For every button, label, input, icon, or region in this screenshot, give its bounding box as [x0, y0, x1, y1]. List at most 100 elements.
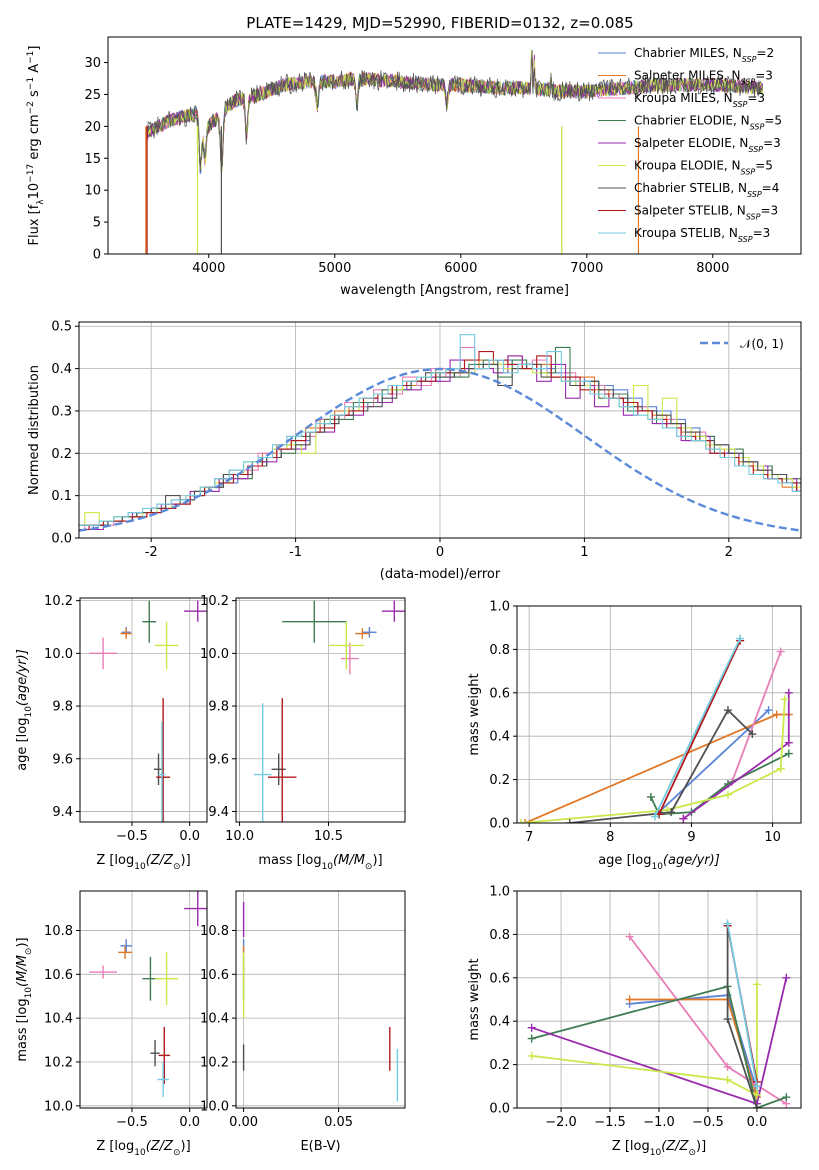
- series-marker: [782, 1093, 791, 1102]
- y-tick-label: 9.8: [208, 700, 229, 715]
- y-tick-label: 30: [84, 56, 101, 71]
- y-tick-label: 0.8: [489, 643, 510, 658]
- series-line-kroupa-stelib: [654, 638, 741, 817]
- x-tick-label: 8000: [696, 261, 729, 276]
- legend-label-tail: =4: [762, 181, 780, 195]
- plot-area: [517, 634, 793, 823]
- x-axis-label-part: 10: [322, 862, 334, 872]
- y-tick-label: 15: [84, 152, 101, 167]
- y-tick-label: 9.4: [208, 805, 229, 820]
- legend-label: Salpeter MILES, NSSP=3: [634, 69, 773, 87]
- x-tick-label: -1: [289, 545, 302, 560]
- x-axis-label-part: )]: [181, 1139, 191, 1154]
- data-point-kroupa-stelib: [158, 721, 166, 822]
- legend-label: Kroupa STELIB, NSSP=3: [634, 226, 770, 244]
- x-tick-label: 10: [764, 830, 781, 845]
- series-marker: [764, 706, 773, 715]
- y-axis-label-part: age [log: [15, 718, 30, 771]
- x-tick-label: −1.0: [643, 1115, 675, 1130]
- legend-label: Salpeter ELODIE, NSSP=3: [634, 136, 781, 154]
- legend-label-base: Kroupa STELIB, N: [634, 226, 738, 240]
- series-line-chabrier-elodie: [650, 752, 790, 816]
- series-marker: [748, 730, 757, 739]
- legend-label-sub: SSP: [741, 77, 756, 86]
- y-tick-label: 10.6: [200, 968, 229, 983]
- y-tick-label: 10.4: [44, 1012, 73, 1027]
- legend-label-base: Salpeter ELODIE, N: [634, 136, 748, 150]
- y-axis-label: mass [log10(M/M⊙)]: [15, 937, 34, 1061]
- series-marker: [527, 1034, 536, 1043]
- y-tick-label: 10.4: [200, 1012, 229, 1027]
- series-line-salpeter-stelib: [658, 640, 741, 815]
- y-tick-label: 1.0: [489, 885, 510, 900]
- y-tick-label: 0.3: [51, 404, 72, 419]
- histogram-salpeter-elodie: [79, 355, 801, 531]
- histogram-kroupa-elodie: [79, 363, 801, 526]
- x-axis-label-part: Z [log: [96, 1139, 134, 1154]
- axes-frame: [235, 597, 406, 823]
- x-tick-label: 1: [580, 545, 588, 560]
- legend-label: Kroupa MILES, NSSP=3: [634, 91, 765, 109]
- y-tick-label: 0.0: [489, 817, 510, 832]
- data-point-salpeter-stelib: [156, 698, 171, 822]
- x-tick-label: 0.0: [747, 1115, 768, 1130]
- legend-label-base: Chabrier ELODIE, N: [634, 114, 750, 128]
- y-tick-label: 10.2: [200, 1055, 229, 1070]
- x-tick-label: 10.0: [225, 829, 254, 844]
- y-tick-label: 0.6: [489, 686, 510, 701]
- y-axis-label-part: 10: [24, 706, 34, 718]
- y-tick-label: 0.4: [51, 362, 72, 377]
- x-axis-label-part: Z [log: [96, 853, 134, 868]
- legend-label-tail: =2: [756, 46, 774, 60]
- x-axis-label-part: Z [log: [612, 1139, 650, 1154]
- spectrum-line-5: [145, 50, 764, 172]
- series-marker: [650, 812, 659, 821]
- y-tick-label: 10: [84, 184, 101, 199]
- y-tick-label: 0.1: [51, 489, 72, 504]
- y-tick-label: 20: [84, 120, 101, 135]
- y-axis-label-part: erg cm: [27, 114, 42, 163]
- y-axis-label-part: ]: [27, 46, 42, 51]
- series-marker: [646, 792, 655, 801]
- plot-area: [79, 334, 801, 532]
- x-tick-label: 0.0: [179, 829, 200, 844]
- series-marker: [521, 819, 530, 823]
- data-point-kroupa-elodie: [155, 621, 179, 670]
- spectrum-line-6: [145, 49, 764, 172]
- x-axis-label-part: age [log: [598, 853, 651, 868]
- plot-area: [527, 919, 791, 1108]
- series-line-chabrier-elodie: [531, 985, 787, 1108]
- y-tick-label: 0.5: [51, 320, 72, 335]
- x-tick-label: 0: [436, 545, 444, 560]
- legend-label: Kroupa ELODIE, NSSP=5: [634, 159, 773, 177]
- x-axis-label-part: )]: [696, 1139, 706, 1154]
- series-marker: [723, 1062, 732, 1071]
- legend-label-tail: =3: [755, 69, 773, 83]
- data-point-chabrier-miles: [362, 626, 377, 638]
- legend-label-tail: =5: [764, 114, 782, 128]
- y-tick-label: 9.4: [52, 805, 73, 820]
- data-point-salpeter-stelib: [158, 1026, 171, 1084]
- x-axis-label-part: (Z/Z: [146, 1139, 174, 1154]
- legend-label-base: Salpeter MILES, N: [634, 69, 741, 83]
- histogram-kroupa-stelib: [79, 334, 801, 526]
- y-axis-label-part: λ: [36, 199, 46, 205]
- data-point-kroupa-miles: [89, 637, 117, 670]
- data-point-kroupa-miles: [340, 642, 359, 675]
- x-tick-label: −0.5: [692, 1115, 724, 1130]
- x-tick-label: −0.5: [116, 1115, 148, 1130]
- series-marker: [784, 749, 793, 758]
- histogram-chabrier-stelib: [79, 363, 801, 526]
- age-vs-Z-panel: −0.5 0.09.49.69.810.010.2Z [log10(Z/Z⊙)]a…: [15, 594, 208, 872]
- series-marker: [517, 819, 526, 823]
- plot-area: [253, 600, 405, 822]
- y-axis-label: age [log10(age/yr)]: [15, 649, 34, 771]
- y-tick-label: 0.0: [489, 1102, 510, 1117]
- x-axis-label-part: )]: [181, 853, 191, 868]
- data-point-kroupa-stelib: [157, 1061, 169, 1098]
- x-axis-label-part: ⊙: [688, 1148, 696, 1158]
- x-axis-label-part: mass [log: [258, 853, 321, 868]
- legend-label-sub: SSP: [738, 235, 753, 244]
- series-marker: [527, 1023, 536, 1032]
